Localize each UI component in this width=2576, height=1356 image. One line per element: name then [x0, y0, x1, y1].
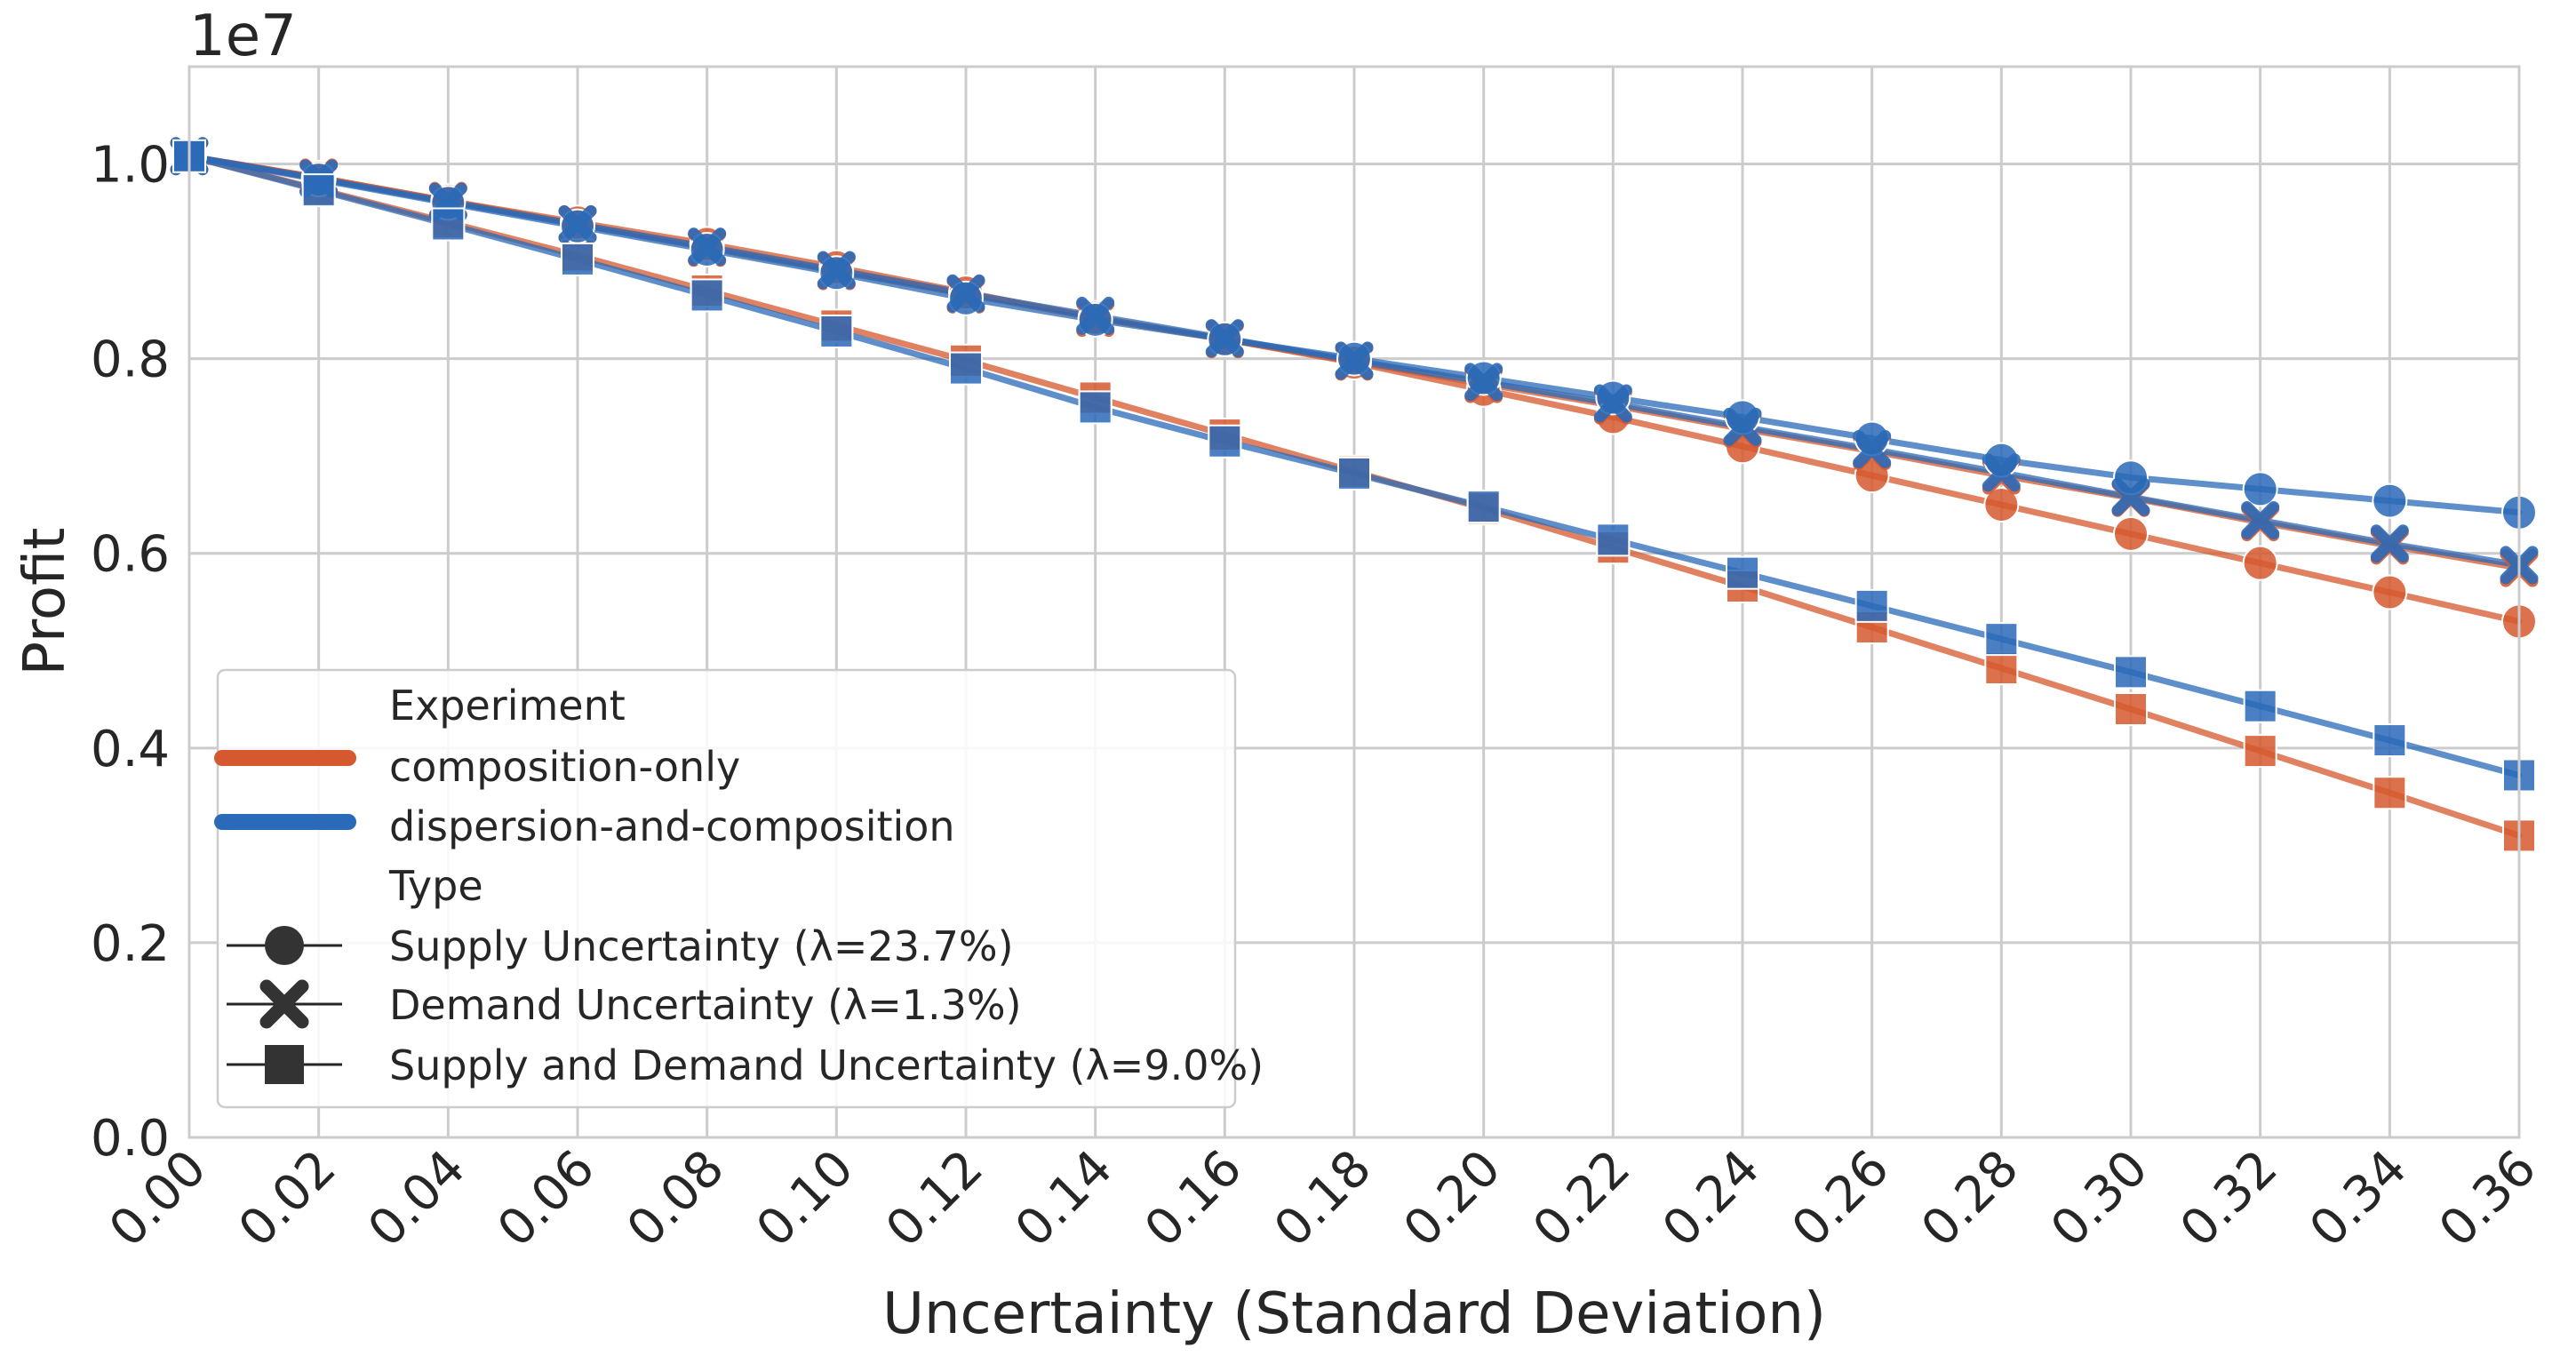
- data-point-square: [1596, 522, 1631, 557]
- data-point-x: [946, 274, 985, 313]
- data-point-x: [1464, 363, 1503, 402]
- data-point-square: [301, 173, 336, 208]
- x-tick-label: 0.32: [2169, 1139, 2288, 1258]
- data-point-x: [2111, 477, 2150, 516]
- data-point-square: [1337, 456, 1371, 491]
- x-tick-label: 0.36: [2428, 1139, 2548, 1258]
- x-tick-label: 0.14: [1004, 1139, 1123, 1258]
- legend-experiment-title: Experiment: [389, 682, 626, 730]
- data-point-square: [431, 207, 466, 242]
- x-tick-label: 0.16: [1134, 1139, 1253, 1258]
- x-tick-label: 0.10: [746, 1139, 865, 1258]
- data-point-x: [2370, 524, 2409, 563]
- y-tick-label: 0.0: [91, 1110, 170, 1168]
- x-tick-label: 0.24: [1652, 1139, 1771, 1258]
- legend-label-supply-and-demand-uncertainty: Supply and Demand Uncertainty (λ=9.0%): [389, 1041, 1264, 1089]
- data-point-circle: [2372, 483, 2408, 519]
- data-point-x: [1205, 319, 1244, 358]
- data-point-square: [2243, 689, 2277, 723]
- data-point-square: [2373, 723, 2407, 758]
- x-axis-label: Uncertainty (Standard Deviation): [882, 1281, 1826, 1347]
- data-point-circle: [2113, 515, 2149, 552]
- data-point-square: [1466, 490, 1501, 524]
- data-point-square: [1984, 622, 2019, 657]
- data-point-x: [1076, 296, 1115, 335]
- data-point-x: [1593, 384, 1632, 423]
- data-point-x: [1982, 453, 2021, 492]
- data-point-square: [949, 351, 983, 386]
- legend-box: [216, 668, 1237, 1109]
- plot-frame: [187, 65, 2521, 1139]
- data-point-x: [558, 204, 597, 243]
- data-point-square: [1078, 390, 1113, 425]
- data-point-square: [690, 278, 724, 313]
- legend-square-marker-icon: [265, 1045, 304, 1084]
- data-point-square: [2114, 692, 2148, 726]
- data-point-square: [1854, 588, 1889, 623]
- legend-x-marker-icon: [259, 979, 309, 1029]
- data-point-circle: [1983, 486, 2020, 522]
- x-tick-label: 0.34: [2299, 1139, 2418, 1258]
- y-tick-label: 0.2: [91, 915, 170, 973]
- legend: Experiment composition-only dispersion-a…: [214, 668, 1264, 1109]
- data-point-circle: [2242, 471, 2278, 507]
- y-multiplier-label: 1e7: [189, 4, 297, 69]
- data-point-square: [1208, 424, 1242, 459]
- legend-label-supply-uncertainty: Supply Uncertainty (λ=23.7%): [389, 922, 1014, 970]
- y-tick-label: 0.8: [91, 331, 170, 389]
- x-tick-label: 0.02: [227, 1139, 347, 1258]
- x-tick-label: 0.26: [1781, 1139, 1900, 1258]
- data-point-x: [2241, 500, 2280, 539]
- y-tick-label: 1.0: [91, 137, 170, 195]
- data-point-x: [817, 251, 856, 290]
- legend-circle-marker-icon: [265, 926, 304, 965]
- x-tick-label: 0.18: [1264, 1139, 1383, 1258]
- x-tick-label: 0.30: [2040, 1139, 2159, 1258]
- data-point-square: [2243, 734, 2277, 769]
- legend-label-demand-uncertainty: Demand Uncertainty (λ=1.3%): [389, 981, 1022, 1029]
- x-tick-label: 0.20: [1392, 1139, 1511, 1258]
- y-tick-label: 0.4: [91, 721, 170, 778]
- x-tick-label: 0.28: [1910, 1139, 2030, 1258]
- data-point-circle: [2242, 545, 2278, 581]
- x-tick-label: 0.12: [875, 1139, 994, 1258]
- x-tick-label: 0.22: [1522, 1139, 1641, 1258]
- data-point-square: [1984, 650, 2019, 685]
- data-point-x: [1335, 341, 1374, 380]
- data-point-x: [688, 227, 727, 267]
- data-point-square: [1726, 555, 1759, 590]
- x-tick-label: 0.04: [357, 1139, 476, 1258]
- data-point-x: [1853, 430, 1892, 469]
- data-point-square: [2373, 776, 2407, 810]
- data-point-circle: [2372, 574, 2408, 610]
- series-markers: [170, 137, 2539, 853]
- y-axis-label: Profit: [12, 528, 78, 676]
- x-tick-labels: 0.00 0.02 0.04 0.06 0.08 0.10 0.12 0.14 0.16 0.18…: [99, 1139, 2548, 1258]
- x-tick-label: 0.08: [616, 1139, 735, 1258]
- legend-type-title: Type: [388, 862, 483, 910]
- legend-label-dispersion-and-composition: dispersion-and-composition: [389, 802, 955, 850]
- data-point-x: [1723, 407, 1762, 446]
- y-tick-labels: 0.0 0.2 0.4 0.6 0.8 1.0: [91, 137, 170, 1168]
- data-point-square: [819, 314, 854, 348]
- x-tick-label: 0.06: [487, 1139, 606, 1258]
- data-point-square: [2114, 655, 2148, 690]
- legend-label-composition-only: composition-only: [389, 743, 740, 791]
- data-point-square: [561, 242, 594, 276]
- y-tick-label: 0.6: [91, 526, 170, 584]
